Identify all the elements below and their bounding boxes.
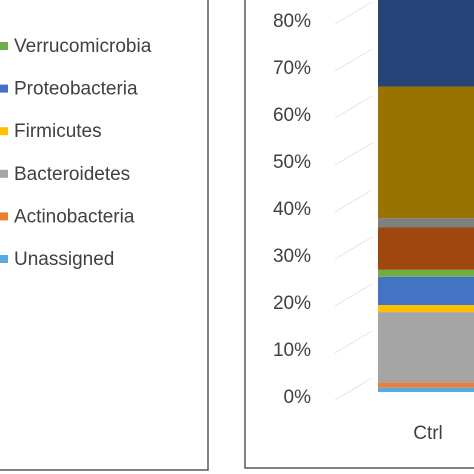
bar-segment [378,269,474,277]
grid-line [334,1,373,25]
legend-panel [0,0,209,471]
legend-label: Actinobacteria [14,206,135,227]
legend-marker [0,212,8,221]
grid-line [334,330,373,354]
y-tick-label: 0% [284,387,312,408]
y-tick-label: 30% [273,246,311,267]
plot-panel [244,0,474,469]
y-tick-label: 50% [273,152,311,173]
grid-line [334,236,373,260]
legend-label: Verrucomicrobia [14,36,152,57]
bar-segment [378,86,474,219]
legend-marker [0,84,8,93]
y-tick-label: 10% [273,340,311,361]
y-tick-label: 20% [273,293,311,314]
y-tick-label: 70% [273,58,311,79]
legend-marker [0,127,8,136]
y-tick-label: 60% [273,105,311,126]
legend-label: Bacteroidetes [14,164,130,185]
grid-line [334,283,373,307]
bar-segment [378,227,474,270]
bar-segment [378,218,474,228]
legend-marker [0,169,8,178]
y-tick-label: 40% [273,199,311,220]
y-tick-label: 80% [273,11,311,32]
grid-line [334,95,373,119]
grid-line [334,377,373,401]
legend-label: Firmicutes [14,121,102,142]
legend-marker [0,255,8,263]
grid-line [334,48,373,72]
grid-line [334,189,373,213]
bar-segment [378,387,474,392]
bar-segment [378,305,474,313]
legend-marker [0,42,8,50]
x-tick-label: Ctrl [413,423,443,444]
bar-segment [378,276,474,306]
bar-segment [378,382,474,388]
bar-segment [378,0,474,87]
grid-line [334,142,373,166]
bar-segment [378,312,474,383]
legend-label: Proteobacteria [14,79,138,100]
legend-label: Unassigned [14,249,114,270]
